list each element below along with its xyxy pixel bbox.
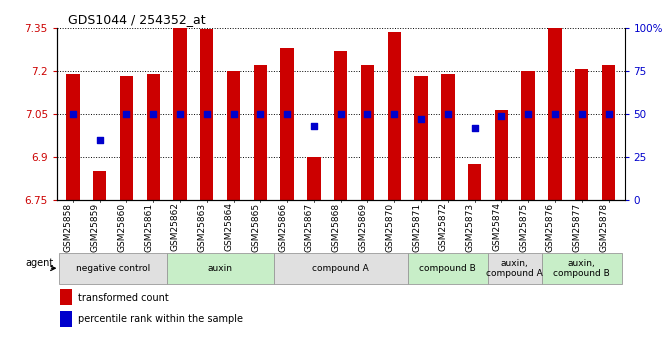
Point (603, 111, 614, 117)
Text: compound B: compound B (420, 264, 476, 273)
Point (442, 111, 453, 117)
Point (94, 137, 105, 142)
Bar (307, 157, 321, 200)
Text: GSM25860: GSM25860 (118, 203, 126, 252)
Text: agent: agent (25, 258, 53, 268)
Text: GSM25865: GSM25865 (251, 203, 261, 252)
Text: GSM25870: GSM25870 (385, 203, 394, 252)
Text: GSM25878: GSM25878 (599, 203, 609, 252)
Text: GSM25873: GSM25873 (466, 203, 474, 252)
Bar (173, 28, 186, 200)
Text: GSM25862: GSM25862 (171, 203, 180, 252)
Text: GSM25876: GSM25876 (546, 203, 555, 252)
Bar (59, 253, 166, 284)
Point (255, 111, 266, 117)
Bar (602, 65, 615, 200)
Bar (361, 65, 374, 200)
Text: GSM25864: GSM25864 (224, 203, 234, 252)
Text: auxin,
compound A: auxin, compound A (486, 258, 543, 278)
Text: GSM25867: GSM25867 (305, 203, 314, 252)
Point (67, 111, 78, 117)
Point (282, 111, 293, 117)
Text: GSM25863: GSM25863 (198, 203, 207, 252)
Text: GSM25866: GSM25866 (278, 203, 287, 252)
Point (523, 111, 534, 117)
Bar (200, 29, 214, 200)
Bar (146, 73, 160, 200)
Point (309, 123, 319, 129)
Text: GSM25868: GSM25868 (332, 203, 341, 252)
Text: GSM25861: GSM25861 (144, 203, 153, 252)
Text: GSM25859: GSM25859 (91, 203, 100, 252)
Text: GSM25869: GSM25869 (359, 203, 367, 252)
Point (362, 111, 373, 117)
Text: auxin,
compound B: auxin, compound B (553, 258, 610, 278)
Text: GSM25858: GSM25858 (64, 203, 73, 252)
Bar (66, 73, 79, 200)
Point (469, 125, 480, 130)
Point (576, 111, 587, 117)
Point (174, 111, 185, 117)
Text: transformed count: transformed count (78, 293, 169, 303)
Point (415, 116, 426, 122)
Bar (407, 253, 488, 284)
Text: GSM25875: GSM25875 (519, 203, 528, 252)
Bar (575, 69, 589, 200)
Bar (227, 71, 240, 200)
Bar (334, 51, 347, 200)
Bar (120, 77, 133, 200)
Bar (542, 253, 622, 284)
Bar (59, 289, 72, 305)
Text: negative control: negative control (76, 264, 150, 273)
Text: percentile rank within the sample: percentile rank within the sample (78, 314, 243, 324)
Text: GSM25871: GSM25871 (412, 203, 421, 252)
Bar (441, 73, 454, 200)
Text: GSM25872: GSM25872 (439, 203, 448, 252)
Bar (468, 164, 481, 200)
Point (148, 111, 158, 117)
Bar (166, 253, 274, 284)
Point (550, 111, 560, 117)
Text: compound A: compound A (313, 264, 369, 273)
Point (202, 111, 212, 117)
Text: GSM25877: GSM25877 (572, 203, 582, 252)
Text: GDS1044 / 254352_at: GDS1044 / 254352_at (68, 13, 206, 27)
Text: auxin: auxin (208, 264, 232, 273)
Point (335, 111, 346, 117)
Bar (414, 77, 428, 200)
Bar (522, 71, 535, 200)
Bar (548, 28, 562, 200)
Bar (93, 171, 106, 200)
Bar (387, 32, 401, 200)
Bar (495, 110, 508, 200)
Bar (281, 48, 294, 200)
Bar (488, 253, 542, 284)
Point (496, 113, 507, 118)
Point (389, 111, 399, 117)
Point (228, 111, 239, 117)
Point (121, 111, 132, 117)
Bar (274, 253, 407, 284)
Bar (59, 311, 72, 327)
Bar (254, 65, 267, 200)
Text: GSM25874: GSM25874 (492, 203, 502, 252)
